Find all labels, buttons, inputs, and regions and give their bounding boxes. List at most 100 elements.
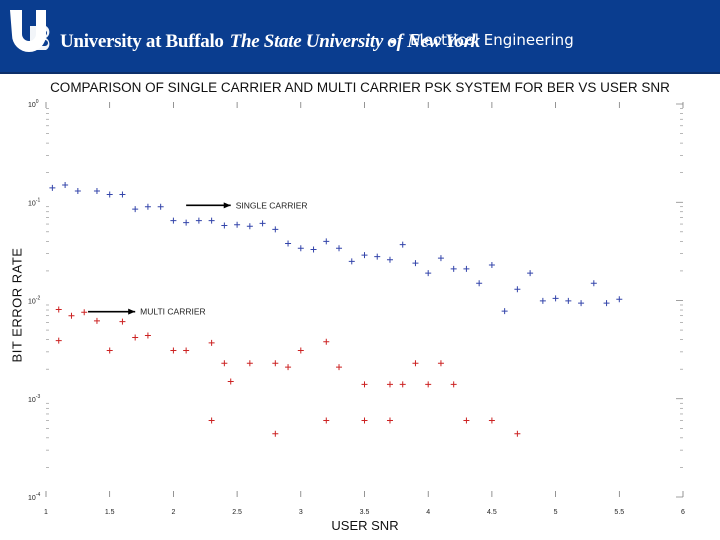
x-tick-label: 4.5 bbox=[487, 509, 497, 516]
multi-carrier-point bbox=[272, 360, 279, 367]
single-carrier-point bbox=[374, 253, 381, 260]
single-carrier-point bbox=[170, 217, 177, 224]
multi-carrier-point bbox=[208, 339, 215, 346]
single-carrier-point bbox=[412, 260, 419, 267]
multi-carrier-point bbox=[336, 364, 343, 371]
single-carrier-point bbox=[399, 241, 406, 248]
single-carrier-point bbox=[565, 297, 572, 304]
single-carrier-point bbox=[463, 265, 470, 272]
multi-carrier-point bbox=[68, 312, 75, 319]
multi-carrier-point bbox=[106, 347, 113, 354]
x-tick-label: 1 bbox=[44, 509, 48, 516]
single-carrier-point bbox=[437, 255, 444, 262]
single-carrier-point bbox=[527, 270, 534, 277]
single-carrier-point bbox=[552, 295, 559, 302]
single-carrier-point bbox=[514, 286, 521, 293]
y-tick-label: 10-4 bbox=[28, 492, 40, 502]
single-carrier-point bbox=[425, 270, 432, 277]
multi-carrier-point bbox=[246, 360, 253, 367]
multi-carrier-point bbox=[361, 417, 368, 424]
single-carrier-point bbox=[488, 261, 495, 268]
single-carrier-point bbox=[157, 203, 164, 210]
single-carrier-point bbox=[119, 191, 126, 198]
single-carrier-point bbox=[246, 223, 253, 230]
multi-carrier-point bbox=[183, 347, 190, 354]
y-tick-label: 100 bbox=[28, 99, 39, 109]
x-tick-label: 1.5 bbox=[105, 509, 115, 516]
multi-carrier-point bbox=[386, 381, 393, 388]
multi-carrier-point bbox=[132, 334, 139, 341]
y-tick-label: 10-1 bbox=[28, 197, 40, 207]
x-tick-label: 6 bbox=[681, 509, 685, 516]
single-carrier-point bbox=[208, 217, 215, 224]
multi-carrier-point bbox=[323, 338, 330, 345]
single-carrier-point bbox=[272, 226, 279, 233]
single-carrier-point bbox=[323, 238, 330, 245]
single-carrier-point bbox=[259, 220, 266, 227]
single-carrier-point bbox=[74, 188, 81, 195]
x-tick-label: 3 bbox=[299, 509, 303, 516]
multi-carrier-point bbox=[81, 309, 88, 316]
ub-logo-icon bbox=[10, 10, 50, 52]
y-tick-label: 10-3 bbox=[28, 394, 40, 404]
single-carrier-point bbox=[361, 252, 368, 259]
single-carrier-point bbox=[476, 280, 483, 287]
y-tick-label: 10-2 bbox=[28, 296, 40, 306]
multi-carrier-point bbox=[450, 381, 457, 388]
single-carrier-point bbox=[450, 265, 457, 272]
single-carrier-point bbox=[234, 221, 241, 228]
header-banner: University at Buffalo The State Universit… bbox=[0, 0, 720, 74]
multi-carrier-point bbox=[55, 306, 62, 313]
multi-carrier-point bbox=[437, 360, 444, 367]
annotation-arrowhead bbox=[128, 308, 136, 315]
single-carrier-point bbox=[62, 181, 69, 188]
single-carrier-point bbox=[386, 256, 393, 263]
multi-carrier-point bbox=[412, 360, 419, 367]
multi-carrier-point bbox=[297, 347, 304, 354]
single-carrier-point bbox=[348, 258, 355, 265]
single-carrier-point bbox=[144, 203, 151, 210]
single-carrier-point bbox=[603, 300, 610, 307]
bullet-separator: • bbox=[390, 33, 395, 49]
multi-carrier-point bbox=[323, 417, 330, 424]
single-carrier-point bbox=[578, 300, 585, 307]
single-carrier-label: SINGLE CARRIER bbox=[236, 200, 308, 210]
x-tick-label: 2.5 bbox=[232, 509, 242, 516]
single-carrier-point bbox=[221, 222, 228, 229]
single-carrier-point bbox=[285, 240, 292, 247]
university-name: University at Buffalo bbox=[60, 31, 224, 52]
single-carrier-point bbox=[195, 217, 202, 224]
chart-title: COMPARISON OF SINGLE CARRIER AND MULTI C… bbox=[50, 80, 670, 95]
single-carrier-point bbox=[539, 297, 546, 304]
multi-carrier-point bbox=[272, 430, 279, 437]
single-carrier-point bbox=[183, 219, 190, 226]
single-carrier-point bbox=[106, 191, 113, 198]
university-tagline: The State University of New York bbox=[229, 31, 481, 52]
single-carrier-point bbox=[616, 296, 623, 303]
single-carrier-point bbox=[590, 280, 597, 287]
single-carrier-point bbox=[49, 184, 56, 191]
single-carrier-point bbox=[93, 188, 100, 195]
single-carrier-point bbox=[132, 206, 139, 213]
x-tick-label: 2 bbox=[171, 509, 175, 516]
multi-carrier-point bbox=[488, 417, 495, 424]
multi-carrier-point bbox=[285, 364, 292, 371]
multi-carrier-point bbox=[55, 337, 62, 344]
multi-carrier-point bbox=[386, 417, 393, 424]
multi-carrier-point bbox=[144, 332, 151, 339]
multi-carrier-point bbox=[221, 360, 228, 367]
x-tick-label: 5.5 bbox=[614, 509, 624, 516]
single-carrier-point bbox=[336, 245, 343, 252]
multi-carrier-point bbox=[93, 317, 100, 324]
x-tick-label: 3.5 bbox=[360, 509, 370, 516]
multi-carrier-point bbox=[463, 417, 470, 424]
annotation-arrowhead bbox=[223, 202, 231, 209]
multi-carrier-point bbox=[170, 347, 177, 354]
single-carrier-point bbox=[501, 308, 508, 315]
university-wordmark: University at Buffalo The State Universit… bbox=[60, 31, 480, 53]
department-name: Electrical Engineering bbox=[410, 31, 574, 49]
multi-carrier-point bbox=[227, 378, 234, 385]
x-axis-label: USER SNR bbox=[331, 518, 399, 533]
multi-carrier-point bbox=[514, 430, 521, 437]
